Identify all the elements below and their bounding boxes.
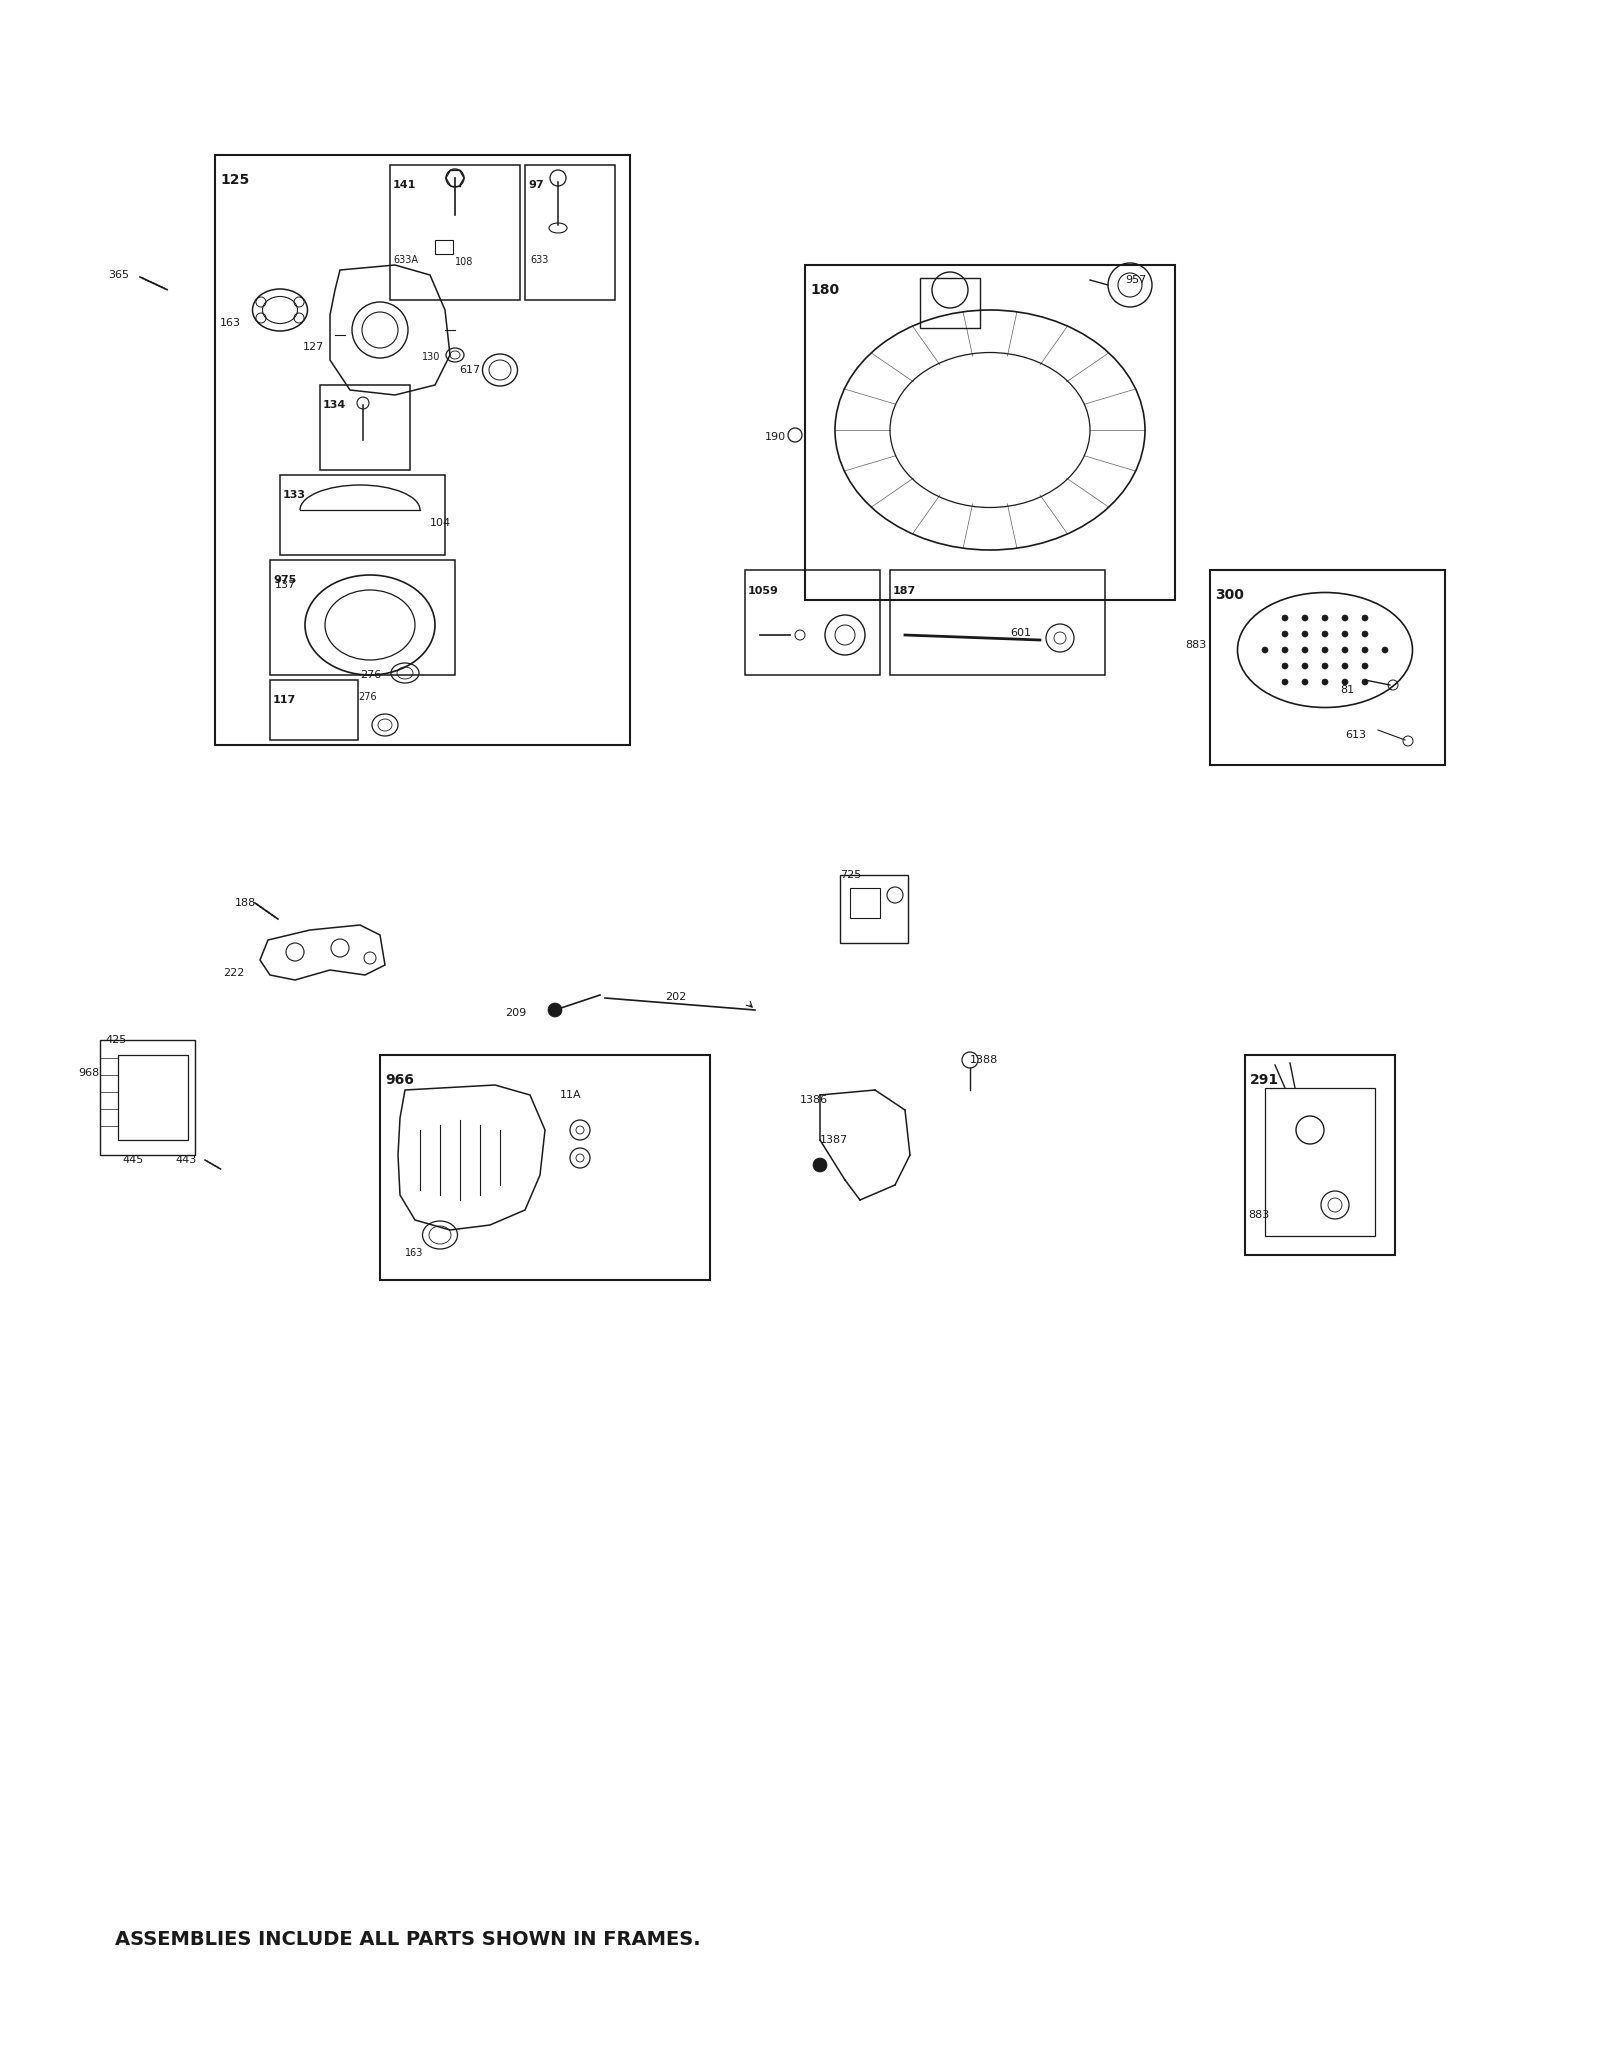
Text: 180: 180 bbox=[810, 284, 838, 296]
Circle shape bbox=[1282, 662, 1288, 669]
Circle shape bbox=[1362, 679, 1368, 685]
Circle shape bbox=[1262, 648, 1267, 652]
Text: 725: 725 bbox=[840, 869, 861, 880]
Text: 1059: 1059 bbox=[749, 586, 779, 596]
Bar bbox=[1210, 569, 1445, 766]
Bar bbox=[320, 385, 410, 470]
Text: 97: 97 bbox=[528, 180, 544, 190]
Circle shape bbox=[1282, 648, 1288, 652]
Text: 883: 883 bbox=[1248, 1211, 1269, 1219]
Text: 187: 187 bbox=[893, 586, 917, 596]
Circle shape bbox=[1282, 679, 1288, 685]
Bar bbox=[118, 1056, 189, 1141]
Text: 163: 163 bbox=[221, 319, 242, 327]
Bar bbox=[1245, 1056, 1395, 1254]
Circle shape bbox=[1342, 648, 1347, 652]
Circle shape bbox=[1342, 615, 1347, 621]
Circle shape bbox=[1302, 679, 1309, 685]
Circle shape bbox=[1362, 631, 1368, 638]
Text: 163: 163 bbox=[405, 1248, 424, 1259]
Text: 137: 137 bbox=[275, 580, 296, 590]
Circle shape bbox=[1302, 648, 1309, 652]
Circle shape bbox=[1362, 648, 1368, 652]
Text: 190: 190 bbox=[765, 433, 786, 443]
Circle shape bbox=[1382, 648, 1389, 652]
Circle shape bbox=[1282, 615, 1288, 621]
Text: 1386: 1386 bbox=[800, 1095, 829, 1105]
Bar bbox=[270, 681, 358, 739]
Bar bbox=[270, 561, 454, 675]
Circle shape bbox=[1302, 615, 1309, 621]
Circle shape bbox=[1322, 631, 1328, 638]
Circle shape bbox=[1342, 631, 1347, 638]
Bar bbox=[890, 569, 1106, 675]
Text: 141: 141 bbox=[394, 180, 416, 190]
Bar bbox=[214, 155, 630, 745]
Text: 276: 276 bbox=[360, 671, 381, 681]
Bar bbox=[1266, 1089, 1374, 1236]
Bar bbox=[850, 888, 880, 917]
Bar bbox=[525, 166, 614, 300]
Bar bbox=[840, 876, 909, 944]
Text: 617: 617 bbox=[459, 364, 480, 375]
Text: 365: 365 bbox=[109, 269, 130, 279]
Text: 108: 108 bbox=[454, 257, 474, 267]
Text: 133: 133 bbox=[283, 491, 306, 501]
Text: 300: 300 bbox=[1214, 588, 1243, 602]
Circle shape bbox=[1302, 662, 1309, 669]
Bar bbox=[435, 240, 453, 255]
Text: 425: 425 bbox=[106, 1035, 126, 1045]
Circle shape bbox=[1342, 662, 1347, 669]
Circle shape bbox=[1282, 631, 1288, 638]
Text: 957: 957 bbox=[1125, 275, 1146, 286]
Text: 104: 104 bbox=[430, 518, 451, 528]
Text: 81: 81 bbox=[1341, 685, 1354, 696]
Circle shape bbox=[1362, 662, 1368, 669]
Text: 11A: 11A bbox=[560, 1091, 582, 1099]
Text: 222: 222 bbox=[222, 969, 245, 977]
Text: 883: 883 bbox=[1186, 640, 1206, 650]
Text: 188: 188 bbox=[235, 898, 256, 909]
Text: 443: 443 bbox=[174, 1155, 197, 1165]
Text: 209: 209 bbox=[506, 1008, 526, 1018]
Circle shape bbox=[1342, 679, 1347, 685]
Text: ASSEMBLIES INCLUDE ALL PARTS SHOWN IN FRAMES.: ASSEMBLIES INCLUDE ALL PARTS SHOWN IN FR… bbox=[115, 1929, 701, 1950]
Text: 968: 968 bbox=[78, 1068, 99, 1078]
Circle shape bbox=[1322, 679, 1328, 685]
Circle shape bbox=[1322, 615, 1328, 621]
Bar bbox=[920, 277, 979, 327]
Text: 291: 291 bbox=[1250, 1072, 1278, 1087]
Text: 975: 975 bbox=[274, 575, 296, 586]
Text: 601: 601 bbox=[1010, 627, 1030, 638]
Text: 966: 966 bbox=[386, 1072, 414, 1087]
Text: 202: 202 bbox=[666, 992, 686, 1002]
Bar bbox=[390, 166, 520, 300]
Text: 1388: 1388 bbox=[970, 1056, 998, 1064]
Circle shape bbox=[547, 1004, 562, 1016]
Text: 445: 445 bbox=[122, 1155, 144, 1165]
Circle shape bbox=[813, 1157, 827, 1172]
Text: 276: 276 bbox=[358, 691, 376, 702]
Bar bbox=[805, 265, 1174, 600]
Text: 633A: 633A bbox=[394, 255, 418, 265]
Circle shape bbox=[1362, 615, 1368, 621]
Text: 613: 613 bbox=[1346, 731, 1366, 739]
Text: 117: 117 bbox=[274, 696, 296, 706]
Text: 127: 127 bbox=[302, 342, 325, 352]
Text: 633: 633 bbox=[530, 255, 549, 265]
Text: 134: 134 bbox=[323, 400, 346, 410]
Bar bbox=[280, 474, 445, 555]
Bar bbox=[99, 1039, 195, 1155]
Circle shape bbox=[1302, 631, 1309, 638]
Text: 1387: 1387 bbox=[819, 1134, 848, 1145]
Bar bbox=[381, 1056, 710, 1279]
Circle shape bbox=[1322, 662, 1328, 669]
Circle shape bbox=[1322, 648, 1328, 652]
Text: 125: 125 bbox=[221, 174, 250, 186]
Text: 130: 130 bbox=[422, 352, 440, 362]
Bar bbox=[746, 569, 880, 675]
